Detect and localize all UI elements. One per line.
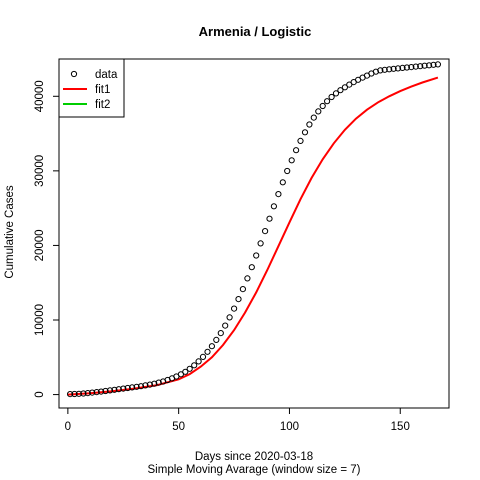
data-point xyxy=(248,264,255,271)
data-point xyxy=(257,240,264,247)
data-points xyxy=(67,61,441,398)
data-point xyxy=(315,108,322,115)
data-point xyxy=(129,384,136,391)
data-point xyxy=(102,387,109,395)
data-point xyxy=(133,383,140,390)
y-tick-label: 10000 xyxy=(34,304,46,336)
data-point xyxy=(137,383,145,390)
data-point xyxy=(310,114,317,121)
data-point xyxy=(235,296,242,303)
data-point xyxy=(381,66,388,73)
legend-data-symbol xyxy=(70,70,78,78)
x-tick-label: 0 xyxy=(65,421,71,433)
data-point xyxy=(284,167,291,175)
data-point xyxy=(208,343,215,350)
data-point xyxy=(213,336,220,343)
data-point xyxy=(217,330,224,337)
data-point xyxy=(84,390,91,397)
data-point xyxy=(394,65,402,72)
data-point xyxy=(434,61,441,68)
x-axis-label: Days since 2020-03-18 xyxy=(195,451,313,463)
data-point xyxy=(80,390,87,397)
data-point xyxy=(151,380,158,387)
data-point xyxy=(120,385,127,392)
data-point xyxy=(89,389,96,396)
legend-fit2-label: fit2 xyxy=(95,99,110,111)
y-axis-label: Cumulative Cases xyxy=(4,185,16,279)
data-point xyxy=(93,389,100,396)
data-point xyxy=(266,215,273,222)
data-point xyxy=(98,388,105,395)
data-point xyxy=(417,63,424,70)
data-point xyxy=(195,358,202,365)
chart-title: Armenia / Logistic xyxy=(199,24,312,39)
data-point xyxy=(301,129,309,136)
y-tick-label: 20000 xyxy=(34,229,46,261)
data-point xyxy=(111,386,118,393)
data-point xyxy=(222,322,229,329)
data-point xyxy=(275,191,282,198)
y-tick-label: 0 xyxy=(34,391,46,397)
data-point xyxy=(67,391,74,398)
data-point xyxy=(115,386,122,393)
data-point xyxy=(75,390,83,397)
data-point xyxy=(182,368,189,375)
data-point xyxy=(270,203,277,210)
data-point xyxy=(390,65,397,72)
data-point xyxy=(324,98,331,105)
data-point xyxy=(408,64,415,71)
data-point xyxy=(226,314,233,321)
data-point xyxy=(386,66,393,73)
y-axis: 0 10000 20000 30000 40000 xyxy=(34,80,60,398)
data-point xyxy=(297,137,304,144)
data-point xyxy=(199,353,207,360)
data-point xyxy=(319,102,326,110)
data-point xyxy=(239,286,246,293)
x-tick-label: 150 xyxy=(391,421,410,433)
x-axis: 0 50 100 150 xyxy=(65,407,410,433)
data-point xyxy=(430,61,437,68)
data-point xyxy=(421,62,428,69)
chart-subtitle: Simple Moving Avarage (window size = 7) xyxy=(148,464,361,476)
data-point xyxy=(191,362,198,369)
data-point xyxy=(399,64,406,72)
data-point xyxy=(262,228,269,235)
legend: data fit1 fit2 xyxy=(58,58,125,118)
data-point xyxy=(341,84,348,91)
data-point xyxy=(332,90,340,97)
legend-data-label: data xyxy=(95,69,118,81)
y-tick-label: 40000 xyxy=(34,80,46,112)
data-point xyxy=(337,87,344,94)
y-tick-label: 30000 xyxy=(34,155,46,187)
data-point xyxy=(426,62,433,69)
data-point xyxy=(155,379,162,386)
data-point xyxy=(106,387,114,394)
data-point xyxy=(124,384,131,392)
data-point xyxy=(142,382,149,389)
x-tick-label: 50 xyxy=(172,421,185,433)
data-point xyxy=(186,365,193,372)
fit1-curve xyxy=(67,76,439,396)
data-point xyxy=(306,121,313,128)
data-point xyxy=(293,147,300,154)
data-point xyxy=(204,348,211,355)
data-point xyxy=(288,157,295,164)
data-point xyxy=(231,305,238,312)
data-point xyxy=(403,64,410,71)
data-point xyxy=(279,179,286,186)
data-point xyxy=(244,275,251,282)
data-point xyxy=(377,67,384,74)
data-point xyxy=(71,390,78,398)
data-point xyxy=(412,63,419,70)
data-point xyxy=(253,252,260,259)
fit1-line xyxy=(67,76,439,396)
x-tick-label: 100 xyxy=(280,421,299,433)
legend-fit1-label: fit1 xyxy=(95,84,110,96)
data-point xyxy=(328,93,335,101)
data-point xyxy=(146,381,153,388)
